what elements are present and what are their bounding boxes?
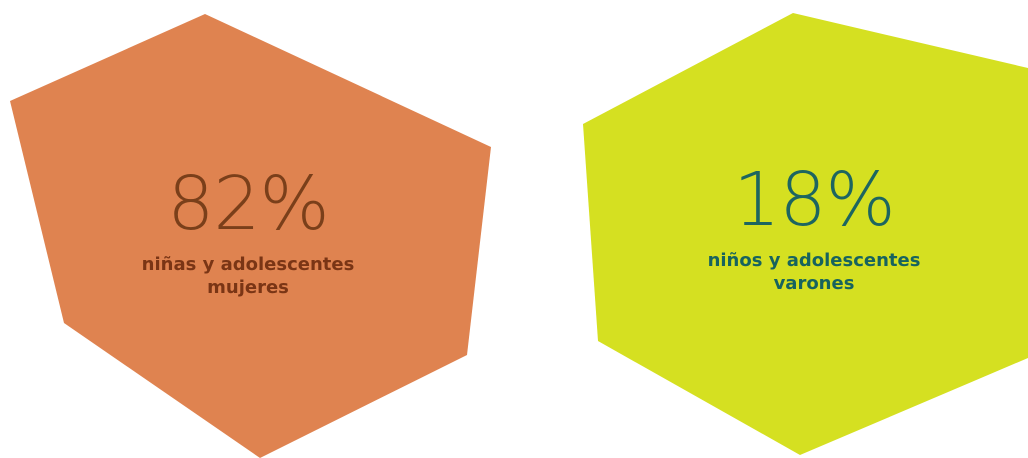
orange-hexagon	[10, 14, 491, 458]
stat-caption: niñas y adolescentes mujeres	[98, 253, 398, 299]
percent-value: 18%	[733, 157, 895, 243]
caption-line-1: niños y adolescentes	[707, 250, 921, 271]
caption-line-1: niñas y adolescentes	[141, 254, 355, 275]
stat-girls: 82% niñas y adolescentes mujeres	[98, 167, 398, 299]
stat-caption: niños y adolescentes varones	[664, 249, 964, 295]
caption-line-2: varones	[773, 273, 855, 294]
stat-boys: 18% niños y adolescentes varones	[664, 163, 964, 295]
caption-line-2: mujeres	[207, 277, 289, 298]
lime-hexagon	[583, 13, 1028, 455]
percent-value: 82%	[167, 161, 329, 247]
